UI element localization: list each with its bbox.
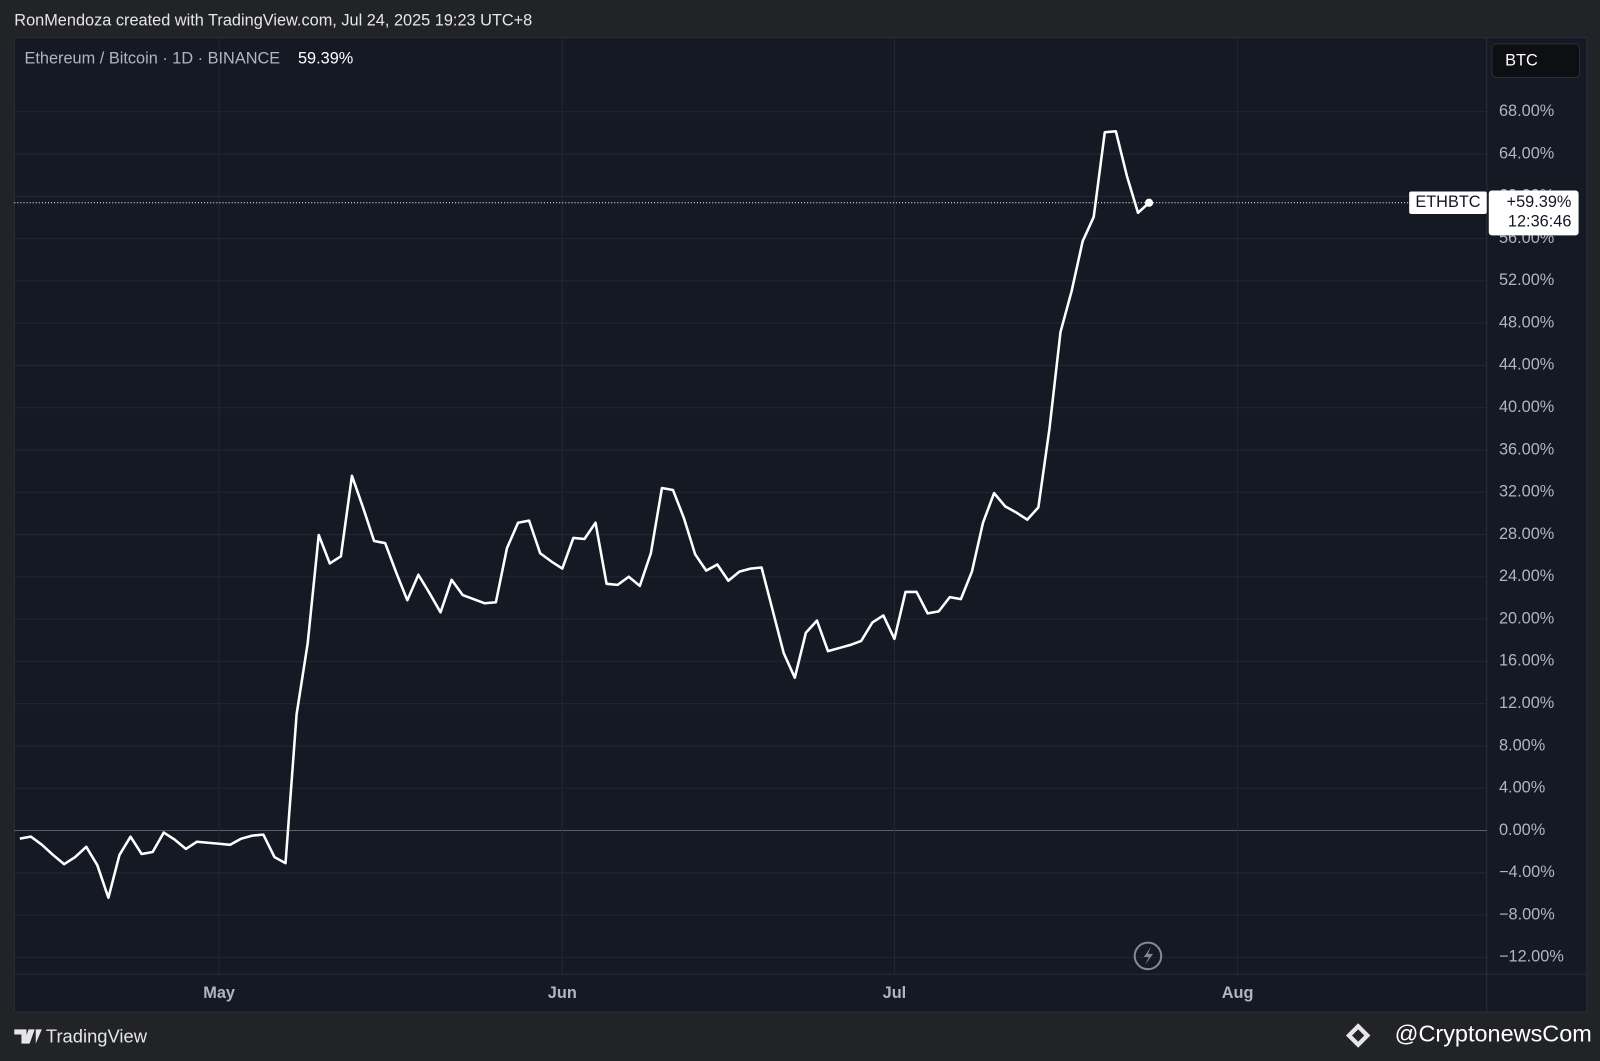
price-tag-change: +59.39% <box>1507 193 1572 211</box>
symbol-tag-label: ETHBTC <box>1415 193 1480 211</box>
x-tick-label: Jul <box>883 984 907 1002</box>
price-tag-countdown: 12:36:46 <box>1508 212 1572 230</box>
y-tick-label: 8.00% <box>1499 736 1545 754</box>
lightning-bolt <box>1143 946 1154 966</box>
chart-title: Ethereum / Bitcoin · 1D · BINANCE <box>24 49 280 67</box>
y-tick-label: 64.00% <box>1499 144 1554 162</box>
y-tick-label: 20.00% <box>1499 609 1554 627</box>
y-tick-label: −12.00% <box>1499 948 1564 966</box>
plot <box>14 130 1487 900</box>
y-tick-label: 16.00% <box>1499 652 1554 670</box>
x-tick-label: Jun <box>548 984 577 1002</box>
y-tick-label: 24.00% <box>1499 567 1554 585</box>
x-tick-label: May <box>203 984 235 1002</box>
y-tick-label: −4.00% <box>1499 863 1555 881</box>
currency-button[interactable] <box>1491 43 1581 79</box>
y-tick-label: 12.00% <box>1499 694 1554 712</box>
lightning-icon[interactable] <box>1133 941 1163 971</box>
x-tick-label: Aug <box>1222 984 1254 1002</box>
attribution: RonMendoza created with TradingView.com,… <box>14 12 532 30</box>
y-tick-label: 48.00% <box>1499 313 1554 331</box>
y-tick-label: 52.00% <box>1499 271 1554 289</box>
y-tick-label: 0.00% <box>1499 821 1545 839</box>
chart-panel <box>13 37 1588 1013</box>
legend-value: 59.39% <box>298 49 353 67</box>
grid <box>14 37 1487 975</box>
symbol-tag <box>1409 191 1487 214</box>
y-tick-label: 36.00% <box>1499 440 1554 458</box>
y-tick-label: 28.00% <box>1499 525 1554 543</box>
credit-logo <box>1345 1023 1371 1048</box>
price-tag <box>1488 190 1579 236</box>
footer-brand: TradingView <box>46 1025 148 1046</box>
tradingview-logo <box>14 1029 42 1044</box>
y-tick-label: 44.00% <box>1499 356 1554 374</box>
footer-credit: @CryptonewsCom <box>1395 1021 1592 1047</box>
y-tick-label: −8.00% <box>1499 905 1555 923</box>
price-line <box>19 130 1150 900</box>
y-tick-label: 68.00% <box>1499 102 1554 120</box>
y-tick-label: 40.00% <box>1499 398 1554 416</box>
y-tick-label: 32.00% <box>1499 483 1554 501</box>
currency-label[interactable]: BTC <box>1505 52 1538 70</box>
y-tick-label: 4.00% <box>1499 779 1545 797</box>
last-point <box>1144 198 1154 207</box>
